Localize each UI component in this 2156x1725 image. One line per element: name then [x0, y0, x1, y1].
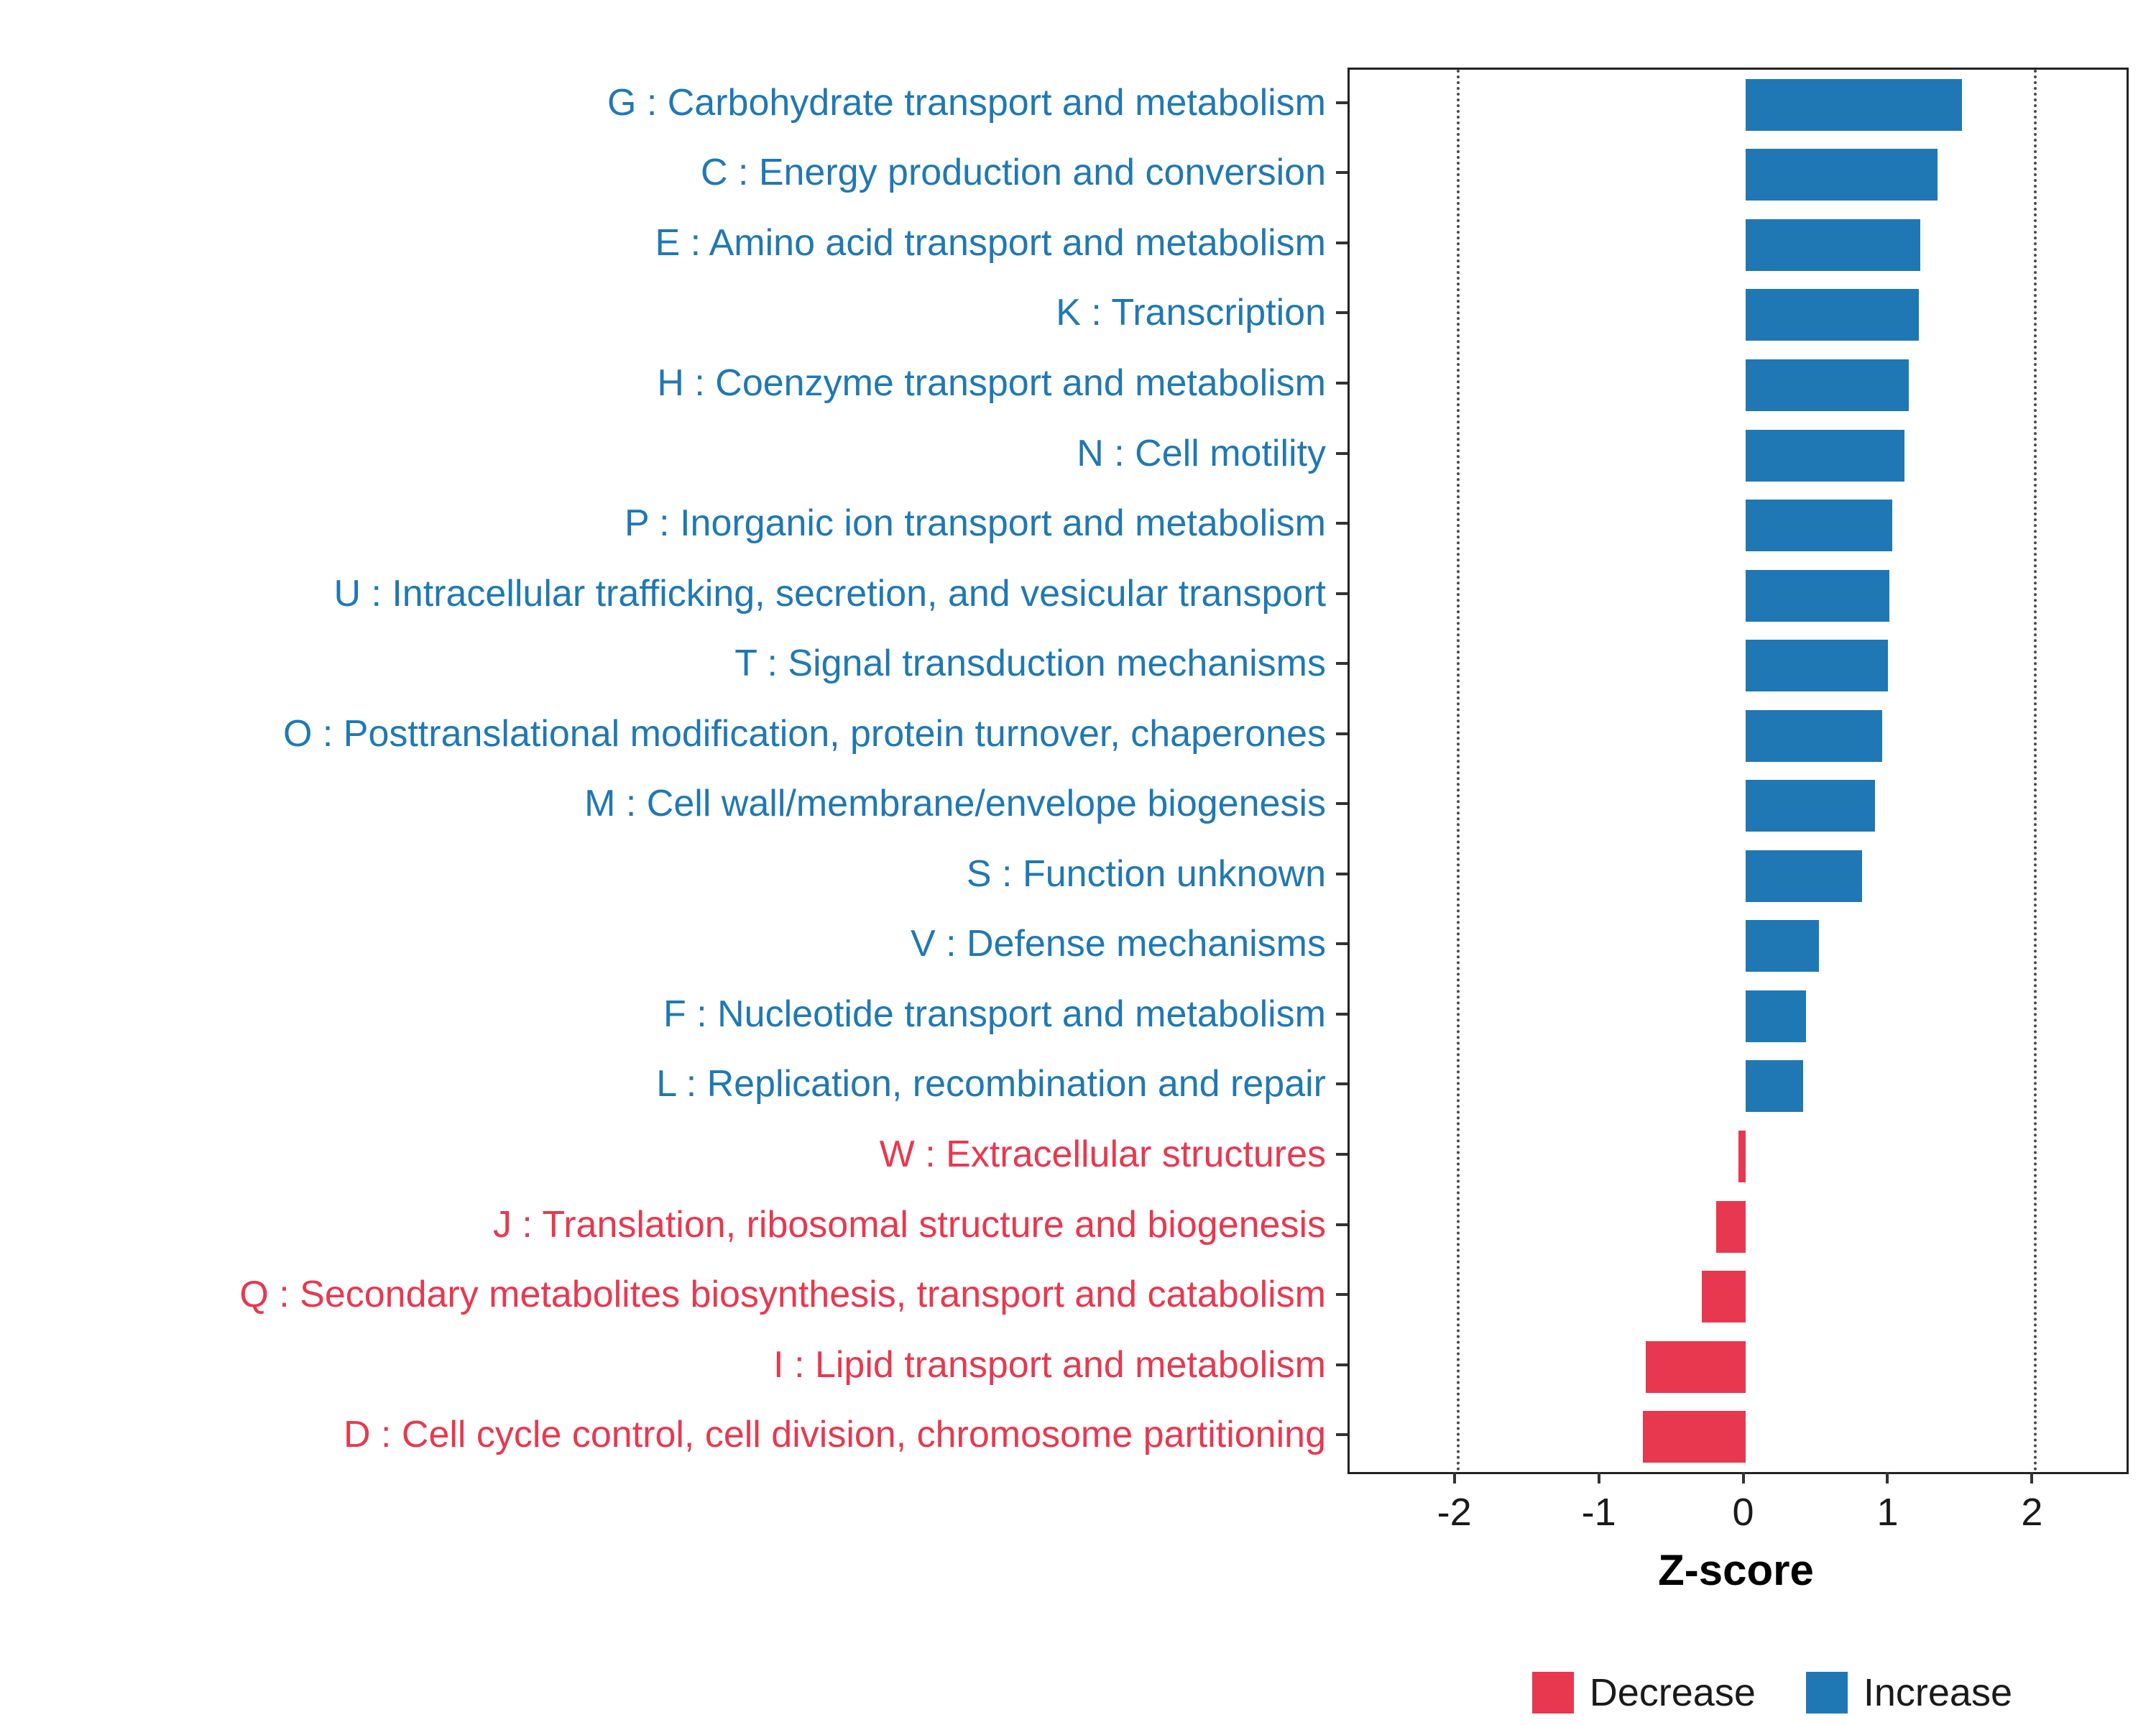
legend-item-decrease: Decrease — [1531, 1670, 1756, 1715]
category-label: J : Translation, ribosomal structure and… — [492, 1203, 1326, 1246]
y-tick-mark — [1336, 1433, 1348, 1437]
y-tick-mark — [1336, 171, 1348, 175]
category-label: W : Extracellular structures — [879, 1133, 1326, 1176]
bar — [1745, 990, 1806, 1042]
bar — [1745, 1060, 1803, 1113]
x-tick-mark — [1452, 1472, 1456, 1484]
category-label: O : Posttranslational modification, prot… — [282, 712, 1326, 755]
x-tick-label: -1 — [1581, 1491, 1616, 1534]
legend-label-increase: Increase — [1863, 1671, 2012, 1714]
bar — [1745, 569, 1890, 622]
x-tick-label: -2 — [1437, 1491, 1472, 1534]
bar — [1716, 1200, 1746, 1253]
reference-line-2 — [2034, 70, 2037, 1472]
bar — [1745, 429, 1904, 482]
y-tick-mark — [1336, 802, 1348, 806]
category-label: Q : Secondary metabolites biosynthesis, … — [239, 1274, 1326, 1316]
x-tick-mark — [1741, 1472, 1745, 1484]
y-tick-mark — [1336, 1082, 1348, 1086]
bar — [1745, 780, 1876, 832]
bar — [1745, 218, 1920, 271]
bar — [1645, 1340, 1746, 1393]
y-tick-mark — [1336, 311, 1348, 315]
plot-panel — [1348, 68, 2129, 1474]
x-axis-title: Z-score — [1658, 1546, 1814, 1594]
bar — [1745, 640, 1889, 692]
decrease-color-swatch — [1531, 1672, 1574, 1714]
x-tick-label: 1 — [1876, 1491, 1899, 1534]
increase-color-swatch — [1805, 1672, 1848, 1714]
y-tick-mark — [1336, 942, 1348, 946]
bar — [1745, 289, 1919, 341]
category-label: H : Coenzyme transport and metabolism — [657, 362, 1326, 404]
legend-label-decrease: Decrease — [1589, 1671, 1756, 1714]
bar — [1745, 78, 1962, 131]
x-tick-mark — [1597, 1472, 1600, 1484]
category-label: C : Energy production and conversion — [700, 152, 1326, 194]
bar — [1702, 1271, 1746, 1323]
category-label: M : Cell wall/membrane/envelope biogenes… — [584, 783, 1326, 825]
bar — [1745, 709, 1883, 762]
y-tick-mark — [1336, 101, 1348, 104]
y-tick-mark — [1336, 1363, 1348, 1366]
x-tick-label: 2 — [2021, 1491, 2043, 1534]
bar — [1745, 359, 1909, 411]
category-label: F : Nucleotide transport and metabolism — [663, 993, 1326, 1035]
category-label: G : Carbohydrate transport and metabolis… — [607, 81, 1326, 124]
category-label: K : Transcription — [1056, 292, 1326, 334]
category-label: P : Inorganic ion transport and metaboli… — [624, 502, 1326, 545]
category-label: D : Cell cycle control, cell division, c… — [344, 1414, 1326, 1456]
y-tick-mark — [1336, 872, 1348, 875]
legend-item-increase: Increase — [1805, 1670, 2012, 1715]
category-label: L : Replication, recombination and repai… — [656, 1063, 1326, 1105]
y-tick-mark — [1336, 592, 1348, 595]
category-label: V : Defense mechanisms — [910, 923, 1326, 965]
y-tick-mark — [1336, 381, 1348, 385]
y-tick-mark — [1336, 1153, 1348, 1156]
bar — [1738, 1131, 1746, 1183]
y-tick-mark — [1336, 732, 1348, 735]
bar — [1745, 149, 1938, 201]
y-tick-mark — [1336, 662, 1348, 666]
y-tick-mark — [1336, 1223, 1348, 1226]
legend: Decrease Increase — [1531, 1664, 2012, 1721]
category-label: U : Intracellular trafficking, secretion… — [333, 572, 1326, 615]
y-tick-mark — [1336, 451, 1348, 455]
bar — [1745, 920, 1819, 972]
bar — [1642, 1411, 1746, 1463]
x-tick-mark — [2030, 1472, 2034, 1484]
reference-line--2 — [1456, 70, 1460, 1472]
y-tick-mark — [1336, 1012, 1348, 1016]
y-tick-mark — [1336, 522, 1348, 525]
category-label: I : Lipid transport and metabolism — [773, 1343, 1326, 1386]
bar — [1745, 850, 1863, 902]
bar — [1745, 500, 1893, 552]
x-tick-label: 0 — [1732, 1491, 1754, 1534]
y-tick-mark — [1336, 1293, 1348, 1297]
category-label: N : Cell motility — [1077, 432, 1326, 474]
category-label: E : Amino acid transport and metabolism — [655, 221, 1326, 264]
category-label: T : Signal transduction mechanisms — [734, 643, 1326, 685]
x-tick-mark — [1886, 1472, 1889, 1484]
category-label: S : Function unknown — [966, 852, 1326, 895]
y-tick-mark — [1336, 241, 1348, 244]
